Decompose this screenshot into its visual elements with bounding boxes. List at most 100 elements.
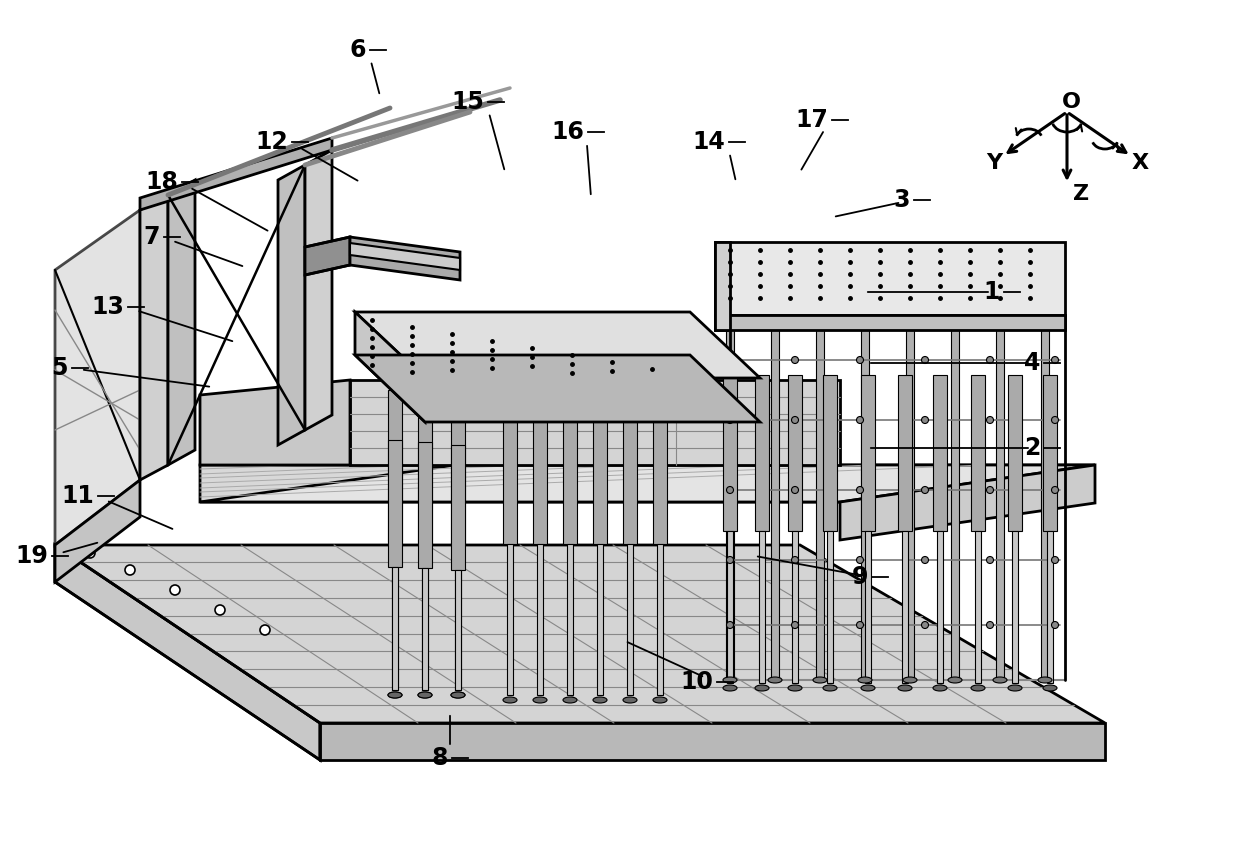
Ellipse shape bbox=[787, 685, 802, 691]
Polygon shape bbox=[787, 375, 802, 531]
Polygon shape bbox=[563, 388, 577, 544]
Text: Z: Z bbox=[1073, 184, 1089, 204]
Circle shape bbox=[215, 605, 224, 615]
Polygon shape bbox=[827, 531, 833, 683]
Circle shape bbox=[727, 357, 734, 363]
Ellipse shape bbox=[755, 685, 769, 691]
Polygon shape bbox=[388, 440, 402, 567]
Ellipse shape bbox=[1043, 685, 1056, 691]
Text: 3: 3 bbox=[894, 188, 910, 212]
Text: Y: Y bbox=[986, 153, 1002, 173]
Polygon shape bbox=[55, 545, 320, 760]
Polygon shape bbox=[455, 545, 461, 690]
Text: 12: 12 bbox=[255, 130, 288, 154]
Polygon shape bbox=[771, 315, 779, 680]
Ellipse shape bbox=[723, 685, 737, 691]
Circle shape bbox=[987, 357, 993, 363]
Text: 15: 15 bbox=[451, 90, 484, 114]
Circle shape bbox=[791, 357, 799, 363]
Circle shape bbox=[260, 625, 270, 635]
Ellipse shape bbox=[993, 677, 1007, 683]
Text: X: X bbox=[1131, 153, 1148, 173]
Polygon shape bbox=[507, 544, 513, 695]
Ellipse shape bbox=[903, 677, 918, 683]
Polygon shape bbox=[388, 390, 402, 542]
Polygon shape bbox=[1043, 375, 1056, 531]
Circle shape bbox=[857, 621, 863, 628]
Polygon shape bbox=[537, 544, 543, 695]
Circle shape bbox=[987, 417, 993, 424]
Polygon shape bbox=[725, 315, 734, 680]
Circle shape bbox=[1052, 486, 1059, 493]
Circle shape bbox=[791, 486, 799, 493]
Polygon shape bbox=[1047, 531, 1053, 683]
Ellipse shape bbox=[533, 697, 547, 703]
Polygon shape bbox=[567, 544, 573, 695]
Polygon shape bbox=[350, 380, 839, 465]
Text: 19: 19 bbox=[15, 544, 48, 568]
Text: 7: 7 bbox=[144, 225, 160, 249]
Polygon shape bbox=[622, 388, 637, 544]
Ellipse shape bbox=[563, 697, 577, 703]
Polygon shape bbox=[55, 480, 140, 582]
Circle shape bbox=[1052, 417, 1059, 424]
Polygon shape bbox=[455, 570, 461, 690]
Circle shape bbox=[727, 417, 734, 424]
Ellipse shape bbox=[768, 677, 782, 683]
Circle shape bbox=[857, 486, 863, 493]
Polygon shape bbox=[355, 355, 760, 422]
Polygon shape bbox=[200, 465, 1095, 502]
Text: 4: 4 bbox=[1024, 351, 1040, 375]
Circle shape bbox=[727, 486, 734, 493]
Polygon shape bbox=[1042, 315, 1049, 680]
Polygon shape bbox=[727, 531, 733, 683]
Circle shape bbox=[1052, 556, 1059, 564]
Text: 18: 18 bbox=[145, 170, 179, 194]
Text: 10: 10 bbox=[680, 670, 713, 694]
Polygon shape bbox=[823, 375, 837, 531]
Polygon shape bbox=[792, 531, 799, 683]
Ellipse shape bbox=[858, 677, 872, 683]
Polygon shape bbox=[200, 465, 1095, 502]
Polygon shape bbox=[901, 531, 908, 683]
Polygon shape bbox=[503, 388, 517, 544]
Text: 13: 13 bbox=[91, 295, 124, 319]
Polygon shape bbox=[975, 531, 981, 683]
Polygon shape bbox=[418, 442, 432, 568]
Polygon shape bbox=[593, 388, 608, 544]
Circle shape bbox=[921, 556, 929, 564]
Text: O: O bbox=[1061, 92, 1080, 112]
Polygon shape bbox=[866, 531, 870, 683]
Polygon shape bbox=[320, 723, 1105, 760]
Circle shape bbox=[987, 556, 993, 564]
Text: 6: 6 bbox=[350, 38, 366, 62]
Polygon shape bbox=[755, 375, 769, 531]
Text: 11: 11 bbox=[61, 484, 94, 508]
Polygon shape bbox=[355, 312, 425, 422]
Polygon shape bbox=[653, 388, 667, 544]
Text: 1: 1 bbox=[983, 280, 999, 304]
Ellipse shape bbox=[503, 697, 517, 703]
Polygon shape bbox=[422, 543, 428, 690]
Polygon shape bbox=[392, 542, 398, 690]
Polygon shape bbox=[971, 375, 985, 531]
Polygon shape bbox=[1012, 531, 1018, 683]
Ellipse shape bbox=[418, 692, 432, 698]
Polygon shape bbox=[305, 237, 350, 275]
Ellipse shape bbox=[971, 685, 985, 691]
Text: 8: 8 bbox=[432, 746, 448, 770]
Ellipse shape bbox=[898, 685, 911, 691]
Polygon shape bbox=[861, 375, 875, 531]
Circle shape bbox=[791, 621, 799, 628]
Circle shape bbox=[921, 621, 929, 628]
Polygon shape bbox=[451, 445, 465, 570]
Polygon shape bbox=[418, 392, 432, 543]
Circle shape bbox=[921, 357, 929, 363]
Ellipse shape bbox=[823, 685, 837, 691]
Polygon shape bbox=[355, 312, 760, 378]
Ellipse shape bbox=[1008, 685, 1022, 691]
Polygon shape bbox=[715, 315, 1065, 330]
Ellipse shape bbox=[593, 697, 608, 703]
Polygon shape bbox=[996, 315, 1004, 680]
Ellipse shape bbox=[1038, 677, 1052, 683]
